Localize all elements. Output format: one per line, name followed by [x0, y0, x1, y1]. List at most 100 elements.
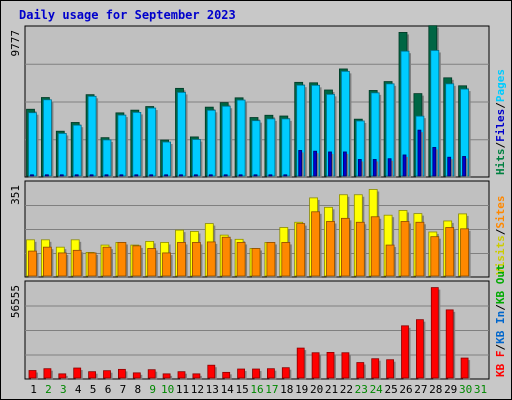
- bar-kbf-day-7: [118, 368, 128, 380]
- bar-sites-day-27: [415, 221, 426, 278]
- bar-files-day-13-face: [206, 109, 216, 177]
- bar-files-day-11: [177, 92, 188, 178]
- day-label-1: 1: [30, 383, 37, 396]
- bar-sites-day-25: [385, 244, 397, 278]
- bar-files-day-16-face: [251, 120, 261, 177]
- bar-sites-day-12: [191, 242, 203, 278]
- panel-hits-files-pages-bars: [26, 25, 471, 179]
- legend-entry: KB Out: [494, 264, 507, 304]
- bar-sites-day-9-face: [147, 248, 157, 277]
- bar-pages-day-8-shadow: [136, 176, 140, 178]
- bar-files-day-2-face: [43, 99, 52, 177]
- bar-pages-day-5-shadow: [92, 176, 96, 178]
- bar-kbf-day-25-face: [386, 359, 395, 379]
- day-label-30: 30: [459, 383, 472, 396]
- bar-pages-day-15-face: [238, 174, 243, 177]
- bar-sites-day-13-face: [206, 241, 216, 277]
- bar-kbf-day-15: [237, 368, 247, 380]
- bar-files-day-15-face: [236, 99, 246, 177]
- bar-pages-day-10-face: [164, 174, 169, 177]
- bar-kbf-day-12: [192, 373, 202, 380]
- bar-files-day-1-face: [28, 112, 37, 177]
- day-label-8: 8: [134, 383, 141, 396]
- bar-files-day-3-face: [57, 133, 67, 177]
- bar-sites-day-3-face: [57, 252, 67, 277]
- bar-kbf-day-8-face: [132, 372, 141, 379]
- bar-kbf-day-12-face: [192, 373, 201, 379]
- day-label-9: 9: [149, 383, 156, 396]
- bar-pages-day-2: [45, 174, 51, 178]
- bar-pages-day-25: [387, 158, 394, 178]
- day-label-19: 19: [295, 383, 308, 396]
- chart-title: Daily usage for September 2023: [19, 8, 236, 22]
- bar-sites-day-16-face: [251, 248, 261, 277]
- panel-kbytes-ymax-label: 56555: [9, 285, 22, 318]
- bar-sites-day-22-face: [340, 217, 350, 277]
- bar-sites-day-11-face: [177, 242, 186, 277]
- bar-kbf-day-14-face: [222, 371, 231, 379]
- bar-pages-day-12-face: [193, 174, 198, 177]
- bar-kbf-day-19-face: [296, 347, 305, 379]
- bar-pages-day-14-face: [223, 174, 228, 177]
- bar-pages-day-27: [417, 129, 423, 178]
- bar-pages-day-7-face: [119, 174, 124, 177]
- panel-kbytes: 56555 KB F/KB In/KB Out: [9, 264, 507, 380]
- bar-kbf-day-13: [207, 364, 217, 380]
- bar-kbf-day-17-face: [266, 368, 275, 379]
- bar-kbf-day-2: [43, 368, 53, 380]
- bar-kbf-day-15-face: [237, 368, 246, 379]
- bar-pages-day-28-face: [432, 147, 437, 177]
- bar-files-day-17-face: [266, 118, 276, 177]
- bar-pages-day-9-face: [149, 174, 154, 177]
- bar-kbf-day-14: [222, 371, 232, 380]
- bar-pages-day-4-shadow: [77, 176, 81, 178]
- day-label-12: 12: [191, 383, 204, 396]
- legend-entry: Sites: [494, 196, 507, 229]
- panel-visits-sites-bars: [26, 189, 471, 278]
- bar-pages-day-1: [30, 174, 36, 178]
- bar-pages-day-17-face: [268, 174, 273, 177]
- bar-sites-day-12-face: [191, 242, 201, 277]
- bar-sites-day-9: [147, 248, 158, 278]
- day-label-11: 11: [176, 383, 189, 396]
- bar-sites-day-16: [251, 248, 262, 278]
- bar-sites-day-6-face: [102, 246, 112, 277]
- bar-pages-day-27-face: [417, 129, 422, 177]
- day-label-20: 20: [310, 383, 323, 396]
- bar-kbf-day-16-face: [252, 368, 260, 379]
- bar-kbf-day-26-face: [401, 325, 409, 379]
- bar-pages-day-12-shadow: [196, 176, 200, 178]
- bar-pages-day-9-shadow: [151, 176, 155, 178]
- bar-kbf-day-30-face: [460, 357, 469, 379]
- bar-sites-day-22: [340, 217, 352, 278]
- bar-files-day-11-face: [177, 92, 186, 177]
- bar-sites-day-28-face: [430, 236, 440, 277]
- bar-pages-day-2-shadow: [47, 176, 51, 178]
- day-label-21: 21: [325, 383, 338, 396]
- bar-sites-day-18-face: [281, 242, 291, 277]
- bar-files-day-3: [57, 133, 69, 178]
- bar-pages-day-11-face: [179, 174, 183, 177]
- bar-pages-day-23: [357, 159, 364, 178]
- bar-sites-day-30: [460, 228, 471, 278]
- bar-files-day-12: [191, 139, 203, 178]
- bar-files-day-2: [43, 99, 54, 178]
- bar-kbf-day-30: [460, 357, 471, 380]
- bar-kbf-day-9: [147, 369, 158, 380]
- bar-sites-day-3: [57, 252, 69, 278]
- bar-kbf-day-28: [430, 287, 441, 380]
- day-label-22: 22: [340, 383, 353, 396]
- bar-pages-day-24-shadow: [375, 161, 379, 178]
- bar-pages-day-20-face: [313, 150, 318, 177]
- bar-sites-day-2-face: [43, 246, 52, 277]
- bar-pages-day-4: [74, 174, 81, 178]
- panel-hits-files-pages-legend: Hits/Files/Pages: [494, 69, 507, 175]
- bar-kbf-day-24: [371, 358, 381, 380]
- bar-pages-day-24: [372, 159, 379, 178]
- day-label-23: 23: [355, 383, 368, 396]
- bar-pages-day-8-face: [134, 174, 139, 177]
- bar-files-day-12-face: [191, 139, 201, 177]
- bar-pages-day-28: [432, 147, 438, 178]
- panel-kbytes-legend: KB F/KB In/KB Out: [494, 264, 507, 377]
